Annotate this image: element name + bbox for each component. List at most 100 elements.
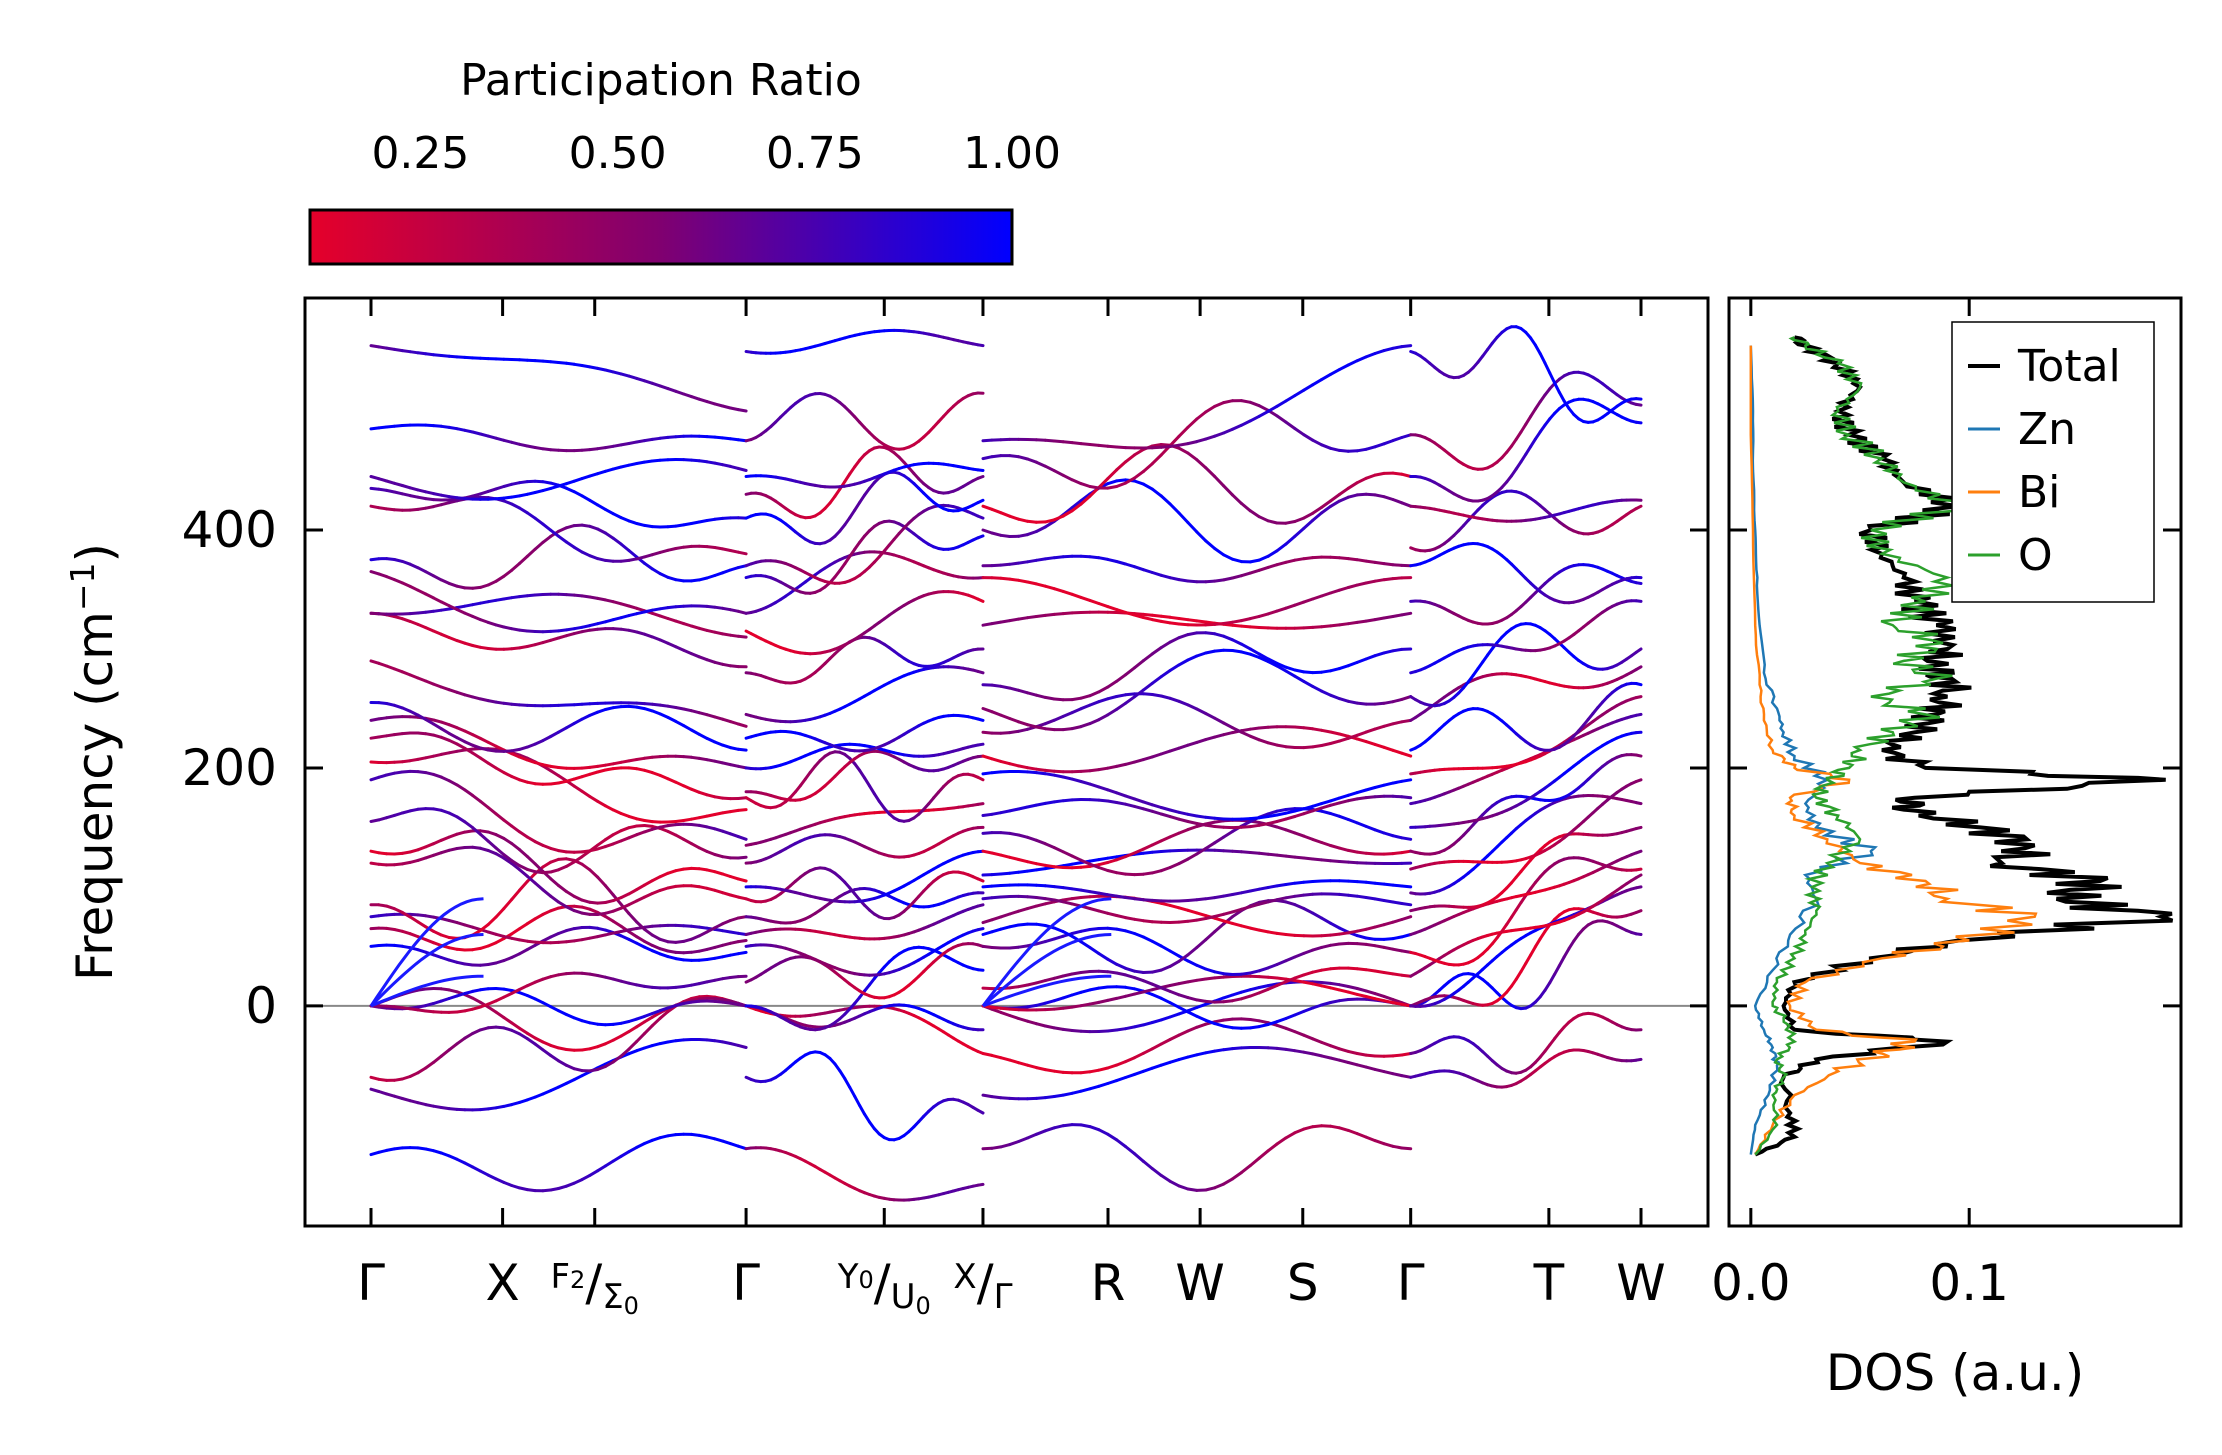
band-segment: [1293, 1049, 1306, 1054]
band-segment: [1293, 1127, 1306, 1135]
band-segment: [1052, 1124, 1065, 1130]
band-segment: [1141, 482, 1154, 491]
band-segment: [424, 717, 435, 726]
band-segment: [1634, 825, 1643, 831]
band-segment: [1293, 388, 1306, 398]
band-segment: [627, 930, 639, 939]
band-segment: [1034, 1129, 1047, 1136]
band-segment: [533, 516, 545, 526]
band-segment: [1213, 1018, 1226, 1024]
band-segment: [843, 472, 852, 484]
band-segment: [1034, 1066, 1047, 1072]
band-segment: [557, 1059, 568, 1067]
band-segment: [1275, 1023, 1288, 1030]
band-segment: [518, 506, 529, 515]
colorbar-gradient: [308, 208, 1014, 266]
band-segment: [494, 907, 506, 919]
band-segment: [510, 888, 521, 901]
band-segment: [843, 1077, 852, 1089]
band-segment: [1634, 778, 1643, 783]
band-segment: [1159, 1173, 1172, 1183]
band-segment: [400, 910, 412, 919]
band-segment: [1150, 487, 1163, 498]
band-segment: [1400, 611, 1413, 617]
band-segment: [1115, 460, 1127, 472]
band-segment: [1364, 1065, 1377, 1071]
band-segment: [580, 862, 592, 872]
band-segment: [736, 939, 748, 944]
band-segment: [1355, 1132, 1368, 1139]
band-segment: [650, 1011, 662, 1019]
band-segment: [1150, 1018, 1163, 1024]
band-segment: [1329, 368, 1341, 376]
band-lines: [369, 325, 1643, 1202]
band-segment: [1302, 907, 1315, 915]
band-segment: [976, 498, 985, 505]
band-segment: [976, 468, 985, 472]
band-segment: [1106, 1079, 1119, 1085]
band-segment: [1311, 1037, 1324, 1044]
band-segment: [1168, 1033, 1181, 1041]
band-segment: [533, 540, 545, 551]
band-segment: [990, 1007, 1003, 1014]
band-segment: [976, 903, 985, 908]
band-segment: [627, 1040, 639, 1051]
band-segment: [1079, 940, 1092, 949]
band-segment: [1088, 1084, 1101, 1091]
band-segment: [564, 860, 576, 868]
colorbar-tick-label: 0.50: [569, 128, 667, 179]
band-segment: [1382, 994, 1395, 1001]
band-segment: [838, 1069, 847, 1081]
band-segment: [1141, 1066, 1154, 1073]
band-segment: [580, 789, 592, 798]
band-segment: [588, 795, 600, 803]
band-segment: [1159, 494, 1172, 506]
band-segment: [736, 466, 748, 472]
band-segment: [1204, 539, 1217, 550]
band-segment: [1133, 1069, 1145, 1076]
band-segment: [1391, 998, 1404, 1005]
band-segment: [463, 746, 475, 755]
band-segment: [619, 1030, 631, 1038]
band-segment: [1070, 990, 1083, 997]
band-segment: [619, 542, 631, 552]
band-segment: [1213, 716, 1226, 725]
band-segment: [1266, 1142, 1279, 1153]
band-segment: [1141, 1159, 1154, 1171]
band-segment: [1204, 1049, 1217, 1055]
band-segment: [1222, 993, 1234, 1000]
band-segment: [1248, 414, 1261, 423]
band-segment: [1346, 1061, 1359, 1067]
band-segment: [1400, 915, 1413, 921]
band-segment: [518, 1026, 529, 1035]
band-segment: [510, 824, 521, 834]
colorbar-tick-label: 0.75: [766, 128, 864, 179]
acoustic-branch: [369, 897, 484, 1007]
band-segment: [736, 722, 748, 728]
band-segment: [1634, 885, 1643, 890]
band-segment: [619, 1047, 631, 1058]
band-segment: [976, 802, 985, 806]
band-segment: [1097, 1082, 1110, 1088]
band-segment: [1186, 417, 1199, 429]
band-segment: [872, 792, 881, 803]
band-segment: [1168, 502, 1181, 515]
band-segment: [572, 855, 584, 864]
band-segment: [1195, 410, 1208, 421]
band-segment: [635, 883, 646, 892]
band-segment: [1248, 1156, 1261, 1168]
band-segment: [463, 1032, 475, 1040]
band-segment: [736, 550, 748, 556]
band-segment: [1257, 409, 1270, 418]
acoustic-branch: [369, 933, 484, 1007]
band-segment: [439, 1048, 451, 1058]
band-segment: [1150, 453, 1163, 466]
band-segment: [549, 877, 560, 887]
band-segment: [1320, 372, 1332, 382]
band-segment: [1150, 646, 1163, 656]
band-segment: [463, 788, 475, 797]
band-segment: [1239, 988, 1252, 994]
band-segment: [557, 534, 568, 544]
band-segment: [1186, 1053, 1199, 1059]
band-segment: [1204, 1186, 1217, 1192]
